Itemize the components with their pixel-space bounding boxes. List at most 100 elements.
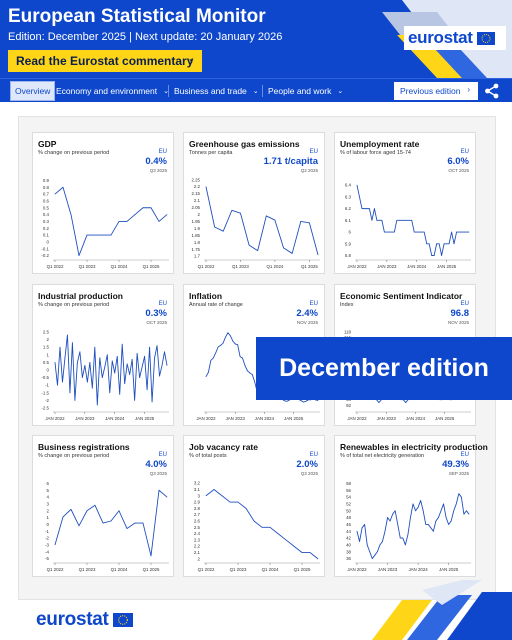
y-tick-label: 4	[47, 495, 50, 500]
share-icon[interactable]	[483, 82, 501, 100]
y-tick-label: 2.1	[194, 550, 201, 555]
x-tick-label: Q1 2023	[79, 264, 96, 269]
nav-business-trade[interactable]: Business and trade ⌄	[174, 81, 259, 101]
data-point	[222, 342, 224, 344]
x-tick-label: JAN 2025	[435, 416, 455, 421]
card-industrial-production[interactable]: Industrial production % change on previo…	[32, 284, 174, 426]
card-value: 4.0%	[145, 459, 167, 470]
data-point	[468, 231, 470, 233]
data-point	[428, 243, 430, 245]
read-commentary-button[interactable]: Read the Eurostat commentary ›	[8, 50, 202, 72]
y-tick-label: 2.6	[194, 519, 201, 524]
nav-economy-environment[interactable]: Economy and environment ⌄	[56, 81, 169, 101]
data-point	[423, 231, 425, 233]
x-tick-label: JAN 2022	[347, 567, 367, 572]
data-point	[222, 230, 224, 232]
data-point	[82, 377, 83, 378]
gdp-chart: 0.9 0.8 0.70.6 0.5 0.4 0.3 0.2 0.10 -0.1 -0.2 Q1 2…	[41, 178, 169, 269]
y-tick-label: 92	[346, 403, 351, 408]
data-point	[87, 381, 88, 383]
y-tick-label: 56	[346, 488, 351, 493]
y-tick-label: 6	[349, 230, 352, 235]
data-point	[231, 210, 233, 211]
unemployment-chart: 6.4 6.3 6.2 6.1 6 5.9 5.8 JAN 2022 JAN 2023 JAN 2…	[345, 183, 471, 269]
data-point	[374, 208, 375, 209]
data-point	[229, 335, 231, 337]
y-tick-label: -3	[45, 542, 49, 547]
data-point	[78, 525, 80, 527]
data-point	[94, 504, 96, 506]
x-tick-label: JAN 2024	[407, 264, 427, 269]
data-point	[94, 234, 96, 236]
nav-people-work[interactable]: People and work ⌄	[268, 81, 343, 101]
data-point	[427, 524, 429, 525]
data-point	[384, 231, 385, 233]
series-line	[54, 186, 168, 257]
data-point	[158, 221, 160, 222]
data-point	[220, 345, 221, 346]
card-renewables[interactable]: Renewables in electricity production % o…	[334, 435, 488, 577]
previous-edition-label: Previous edition	[400, 86, 461, 96]
data-point	[382, 541, 383, 542]
data-point	[369, 551, 371, 553]
data-point	[214, 226, 215, 228]
nav-economy-label: Economy and environment	[56, 86, 158, 96]
data-point	[205, 376, 207, 378]
card-unemployment[interactable]: Unemployment rate % of labour force aged…	[334, 132, 476, 274]
data-point	[402, 537, 404, 539]
edition-subtitle: Edition: December 2025 | Next update: 20…	[8, 31, 283, 43]
data-point	[227, 332, 229, 334]
y-tick-label: 1.85	[191, 233, 200, 238]
card-subtitle: % of total net electricity generation	[340, 453, 425, 459]
header: European Statistical Monitor Edition: De…	[0, 0, 512, 78]
data-point	[129, 374, 131, 375]
data-point	[239, 356, 241, 357]
series-line	[54, 334, 168, 406]
eurostat-logo: eurostat	[404, 26, 506, 50]
data-point	[110, 520, 112, 522]
data-point	[205, 186, 207, 188]
y-tick-label: 1.5	[43, 345, 50, 350]
chevron-down-icon: ⌄	[252, 88, 259, 95]
data-point	[293, 545, 295, 547]
data-point	[210, 359, 212, 361]
y-tick-label: 6	[47, 481, 50, 486]
data-point	[166, 365, 168, 366]
data-point	[438, 517, 439, 518]
card-period: SEP 2025	[448, 471, 469, 476]
nav-overview[interactable]: Overview	[10, 81, 56, 101]
y-tick-label: 0.2	[43, 226, 50, 231]
card-job-vacancy[interactable]: Job vacancy rate % of total posts EU 2.0…	[183, 435, 325, 577]
data-point	[405, 544, 406, 546]
data-point	[240, 212, 241, 214]
data-point	[159, 375, 160, 377]
card-subtitle: Tonnes per capita	[189, 150, 233, 156]
registrations-chart: 6 5 43 2 1 0 -1 -2-3 -4 -5 Q1 2022 Q1 2023 Q1 2024 Q1…	[45, 481, 169, 572]
y-tick-label: 1.7	[194, 254, 201, 259]
data-point	[377, 551, 378, 553]
data-point	[70, 509, 72, 510]
data-point	[397, 524, 399, 525]
data-point	[317, 558, 319, 560]
y-tick-label: 2.5	[194, 525, 201, 530]
y-tick-label: -5	[45, 556, 49, 561]
card-title: Job vacancy rate	[189, 442, 258, 452]
data-point	[232, 340, 234, 342]
y-tick-label: 6.4	[345, 183, 352, 188]
data-point	[247, 370, 248, 372]
data-point	[440, 510, 442, 512]
card-gdp[interactable]: GDP % change on previous period EU 0.4% …	[32, 132, 174, 274]
data-point	[305, 400, 307, 402]
data-point	[237, 501, 239, 503]
data-point	[99, 357, 101, 359]
card-title: GDP	[38, 139, 57, 149]
data-point	[379, 219, 380, 221]
card-greenhouse-gas[interactable]: Greenhouse gas emissions Tonnes per capi…	[183, 132, 325, 274]
card-business-registrations[interactable]: Business registrations % change on previ…	[32, 435, 174, 577]
data-point	[245, 508, 247, 509]
card-geo: EU	[460, 301, 469, 307]
data-point	[455, 503, 457, 505]
previous-edition-button[interactable]: Previous edition ›	[394, 82, 478, 100]
december-edition-banner: December edition	[256, 337, 512, 400]
data-point	[433, 255, 435, 256]
